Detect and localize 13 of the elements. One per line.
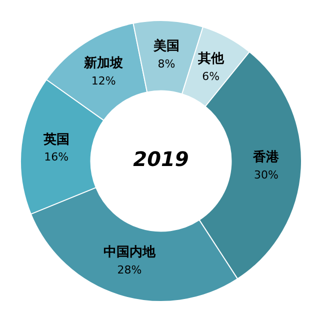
data-label: 6% bbox=[202, 70, 220, 83]
data-label: 8% bbox=[158, 58, 176, 71]
data-label: 12% bbox=[91, 74, 116, 88]
data-label: 16% bbox=[44, 150, 69, 164]
slice-label: 其他 bbox=[196, 52, 225, 67]
slice-label: 香港 bbox=[252, 148, 280, 165]
slice-label: 新加坡 bbox=[83, 55, 124, 71]
data-label: 28% bbox=[117, 263, 142, 276]
slice-label: 美国 bbox=[152, 38, 180, 54]
slice-label: 英国 bbox=[42, 132, 70, 148]
slice-label: 中国内地 bbox=[103, 244, 156, 260]
text: 2019 bbox=[133, 147, 189, 172]
data-label: 30% bbox=[254, 168, 278, 182]
